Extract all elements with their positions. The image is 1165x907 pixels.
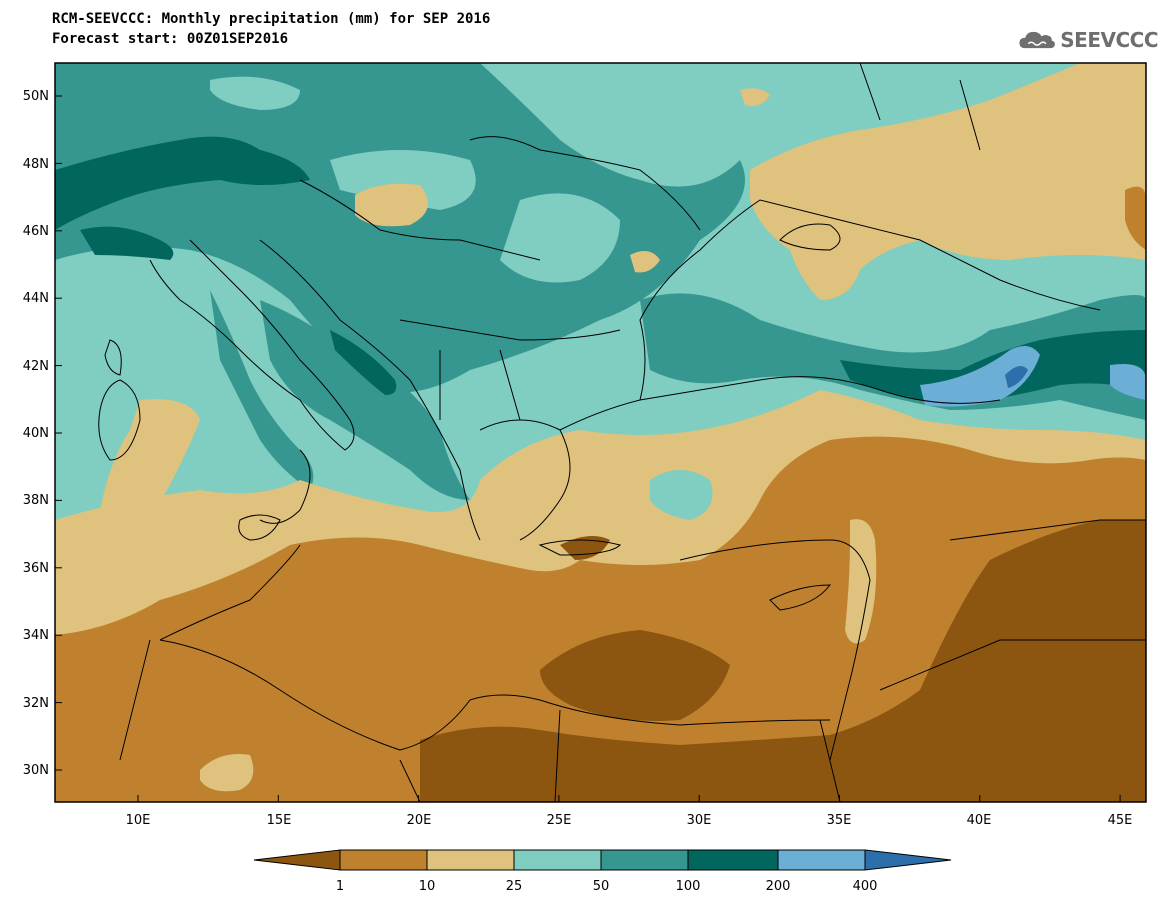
field-lt1-crete: [560, 536, 610, 560]
lon-label-40E: 40E: [967, 813, 992, 828]
lat-label-42N: 42N: [23, 359, 49, 374]
cloud-icon: [1019, 31, 1055, 49]
field-100-200-dinarides: [330, 330, 397, 395]
lat-label-40N: 40N: [23, 426, 49, 441]
field-200-400-east: [1110, 364, 1146, 400]
field-lt1-east: [420, 520, 1146, 802]
field-100-200-alps: [55, 136, 310, 230]
colorbar-label-100: 100: [676, 879, 701, 894]
field-400-plus-pontic: [1005, 366, 1028, 388]
field-10-25-levant: [845, 519, 877, 644]
field-25-50-romania: [500, 193, 620, 283]
precipitation-field: [55, 63, 1146, 802]
lon-label-45E: 45E: [1108, 813, 1133, 828]
field-50-100-italy: [210, 290, 314, 490]
field-25-50-germany: [210, 76, 300, 110]
field-10-25-spot-2: [630, 251, 660, 273]
lat-label-38N: 38N: [23, 493, 49, 508]
field-50-100-balkans: [260, 300, 470, 500]
field-25-50-aegean-spot: [650, 470, 713, 520]
colorbar-lower-triangle: [253, 849, 341, 871]
seevccc-logo: SEEVCCC: [1018, 24, 1158, 56]
colorbar-bin-25-50: [513, 849, 602, 871]
field-1-10-north-africa: [55, 436, 1146, 802]
colorbar-bin-10-25: [426, 849, 515, 871]
colorbar-label-50: 50: [593, 879, 610, 894]
lat-label-30N: 30N: [23, 763, 49, 778]
colorbar-label-200: 200: [766, 879, 791, 894]
colorbar-label-1: 1: [336, 879, 344, 894]
field-lt1-libya: [540, 630, 730, 721]
field-10-25-sardinia: [100, 399, 200, 528]
forecast-start-label: Forecast start: 00Z01SEP2016: [52, 31, 289, 47]
colorbar-bin-200-400: [777, 849, 866, 871]
colorbar-label-400: 400: [853, 879, 878, 894]
colorbar: 1 10 25 50 100 200 400: [253, 849, 952, 894]
latitude-tick-marks: [55, 95, 62, 771]
colorbar-label-25: 25: [506, 879, 523, 894]
field-10-25-north-east: [750, 63, 1146, 300]
field-1-10-caspian: [1125, 186, 1146, 250]
lon-label-30E: 30E: [687, 813, 712, 828]
colorbar-label-10: 10: [419, 879, 436, 894]
lon-label-15E: 15E: [267, 813, 292, 828]
colorbar-bin-50-100: [600, 849, 689, 871]
field-200-400-pontic: [920, 346, 1040, 407]
lat-label-50N: 50N: [23, 89, 49, 104]
field-100-200-north-italy: [80, 226, 174, 260]
lon-label-10E: 10E: [126, 813, 151, 828]
longitude-tick-marks: [137, 795, 1121, 802]
lon-label-20E: 20E: [407, 813, 432, 828]
logo-text: SEEVCCC: [1060, 28, 1158, 52]
lat-label-44N: 44N: [23, 291, 49, 306]
lat-label-46N: 46N: [23, 224, 49, 239]
lat-label-48N: 48N: [23, 157, 49, 172]
lat-label-34N: 34N: [23, 628, 49, 643]
colorbar-upper-triangle: [864, 849, 952, 871]
field-10-25-libya-spot: [200, 754, 254, 792]
lat-label-32N: 32N: [23, 696, 49, 711]
colorbar-bin-1-10: [339, 849, 428, 871]
field-10-25-hungary: [355, 183, 428, 227]
lon-label-25E: 25E: [547, 813, 572, 828]
lat-label-36N: 36N: [23, 561, 49, 576]
coastlines: [98, 63, 1146, 802]
field-10-25-spot-1: [740, 88, 770, 107]
colorbar-bin-100-200: [687, 849, 779, 871]
lon-label-35E: 35E: [827, 813, 852, 828]
map-title: RCM-SEEVCCC: Monthly precipitation (mm) …: [52, 11, 491, 27]
